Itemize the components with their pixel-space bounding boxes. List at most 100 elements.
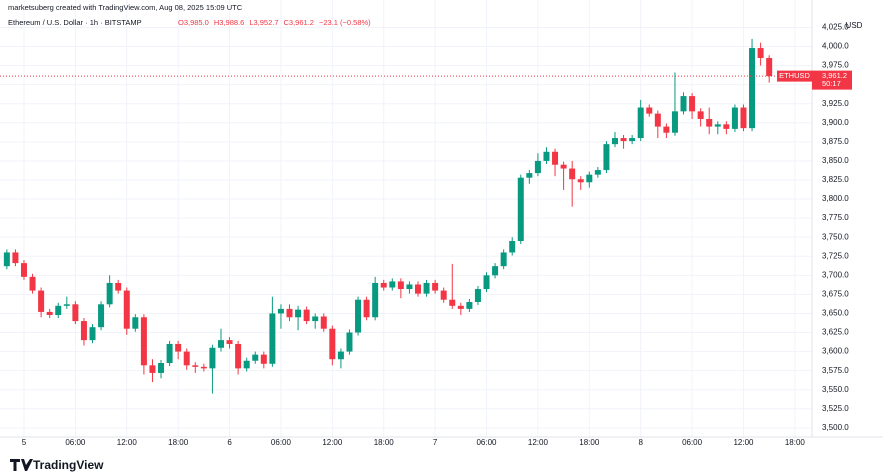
ohlc-value: O3,985.0 — [178, 18, 209, 27]
price-tag-value: 3,961.2 — [822, 71, 847, 80]
candle-body — [749, 48, 756, 129]
candle-body — [46, 311, 53, 315]
candle-body — [629, 138, 636, 142]
y-tick-label: 3,750.0 — [822, 232, 849, 241]
candle-body — [680, 96, 687, 112]
y-tick-label: 3,825.0 — [822, 175, 849, 184]
candle-body — [149, 365, 156, 373]
x-tick-label: 18:00 — [785, 438, 806, 447]
candle-body — [552, 151, 559, 165]
y-tick-label: 4,000.0 — [822, 42, 849, 51]
y-tick-label: 3,525.0 — [822, 404, 849, 413]
candle-body — [252, 354, 259, 361]
candle-body — [98, 304, 105, 328]
candle-body — [226, 340, 233, 344]
candle-body — [466, 302, 473, 309]
candle-body — [20, 263, 27, 277]
candle-body — [209, 347, 216, 369]
y-tick-label: 4,025.0 — [822, 23, 849, 32]
x-tick-label: 8 — [638, 438, 643, 447]
candle-body — [286, 308, 293, 318]
candle-body — [586, 174, 593, 183]
candle-body — [166, 343, 173, 364]
candle-body — [509, 240, 516, 253]
candle-body — [594, 170, 601, 175]
candle-body — [106, 282, 113, 305]
x-tick-label: 18:00 — [579, 438, 600, 447]
candle-body — [432, 282, 439, 291]
ohlc-value: H3,988.6 — [214, 18, 244, 27]
candle-body — [175, 343, 182, 352]
ohlc-value: −23.1 (−0.58%) — [319, 18, 371, 27]
candle-body — [492, 266, 499, 276]
candle-body — [449, 299, 456, 306]
x-tick-label: 18:00 — [168, 438, 189, 447]
y-tick-label: 3,550.0 — [822, 385, 849, 394]
y-tick-label: 3,700.0 — [822, 270, 849, 279]
candle-body — [312, 316, 319, 322]
y-tick-label: 3,900.0 — [822, 118, 849, 127]
candles — [3, 38, 773, 394]
candle-body — [380, 282, 387, 288]
candle-body — [277, 308, 284, 314]
logo: TradingView — [10, 458, 104, 472]
candle-body — [397, 281, 404, 290]
candle-body — [38, 290, 45, 312]
symbol-tag — [777, 70, 812, 82]
candle-body — [260, 354, 267, 364]
candle-body — [217, 340, 224, 348]
ohlc-value: C3,961.2 — [284, 18, 314, 27]
candle-body — [611, 138, 618, 145]
x-tick-label: 7 — [433, 438, 438, 447]
x-tick-label: 12:00 — [528, 438, 549, 447]
candle-body — [414, 284, 421, 294]
y-tick-label: 3,500.0 — [822, 423, 849, 432]
logo-mark — [10, 459, 33, 471]
candle-body — [500, 252, 507, 267]
y-tick-label: 3,650.0 — [822, 309, 849, 318]
candle-body — [714, 124, 721, 127]
candle-body — [646, 107, 653, 114]
candle-body — [235, 343, 242, 369]
candle-body — [140, 317, 147, 366]
candle-body — [269, 313, 276, 364]
candle-body — [320, 316, 327, 329]
candle-body — [740, 107, 747, 129]
y-tick-label: 3,675.0 — [822, 289, 849, 298]
candle-body — [115, 282, 122, 291]
candle-body — [543, 151, 550, 161]
candle-body — [80, 321, 87, 341]
candle-body — [706, 118, 713, 127]
candle-body — [183, 351, 190, 366]
x-tick-label: 06:00 — [65, 438, 86, 447]
x-tick-label: 12:00 — [117, 438, 138, 447]
y-tick-label: 3,850.0 — [822, 156, 849, 165]
symbol-tag-text: ETHUSD — [779, 71, 810, 80]
candle-body — [569, 168, 576, 180]
candle-body — [123, 290, 130, 329]
candle-body — [526, 173, 533, 178]
candle-body — [457, 305, 464, 309]
candle-body — [12, 252, 19, 264]
candle-body — [63, 304, 70, 306]
candle-body — [697, 111, 704, 119]
candle-body — [337, 351, 344, 360]
candle-body — [637, 107, 644, 139]
candle-body — [363, 299, 370, 318]
x-tick-label: 6 — [227, 438, 232, 447]
x-tick-label: 18:00 — [374, 438, 395, 447]
candle-body — [474, 289, 481, 303]
currency-label: USD — [846, 21, 863, 30]
candle-body — [406, 284, 413, 290]
candle-body — [560, 164, 567, 169]
candle-body — [423, 282, 430, 294]
x-tick-label: 06:00 — [682, 438, 703, 447]
candle-body — [158, 363, 165, 373]
candle-body — [303, 309, 310, 322]
candle-body — [483, 275, 490, 290]
y-tick-label: 3,975.0 — [822, 61, 849, 70]
candle-body — [295, 309, 302, 318]
candle-body — [731, 107, 738, 129]
